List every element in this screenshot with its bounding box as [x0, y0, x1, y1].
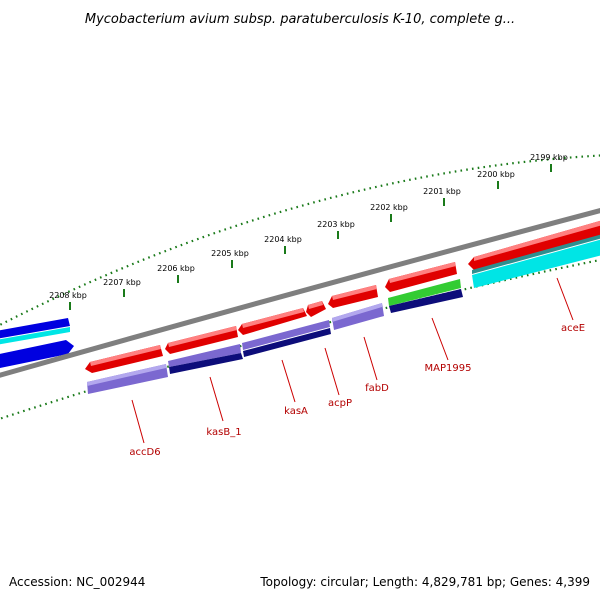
gene-callout-line — [431, 317, 449, 361]
tick-label: 2204 kbp — [264, 235, 302, 244]
major-ticks: 2199 kbp 2200 kbp 2201 kbp 2202 kbp 2203 kbp… — [49, 153, 568, 310]
gene-callout-line — [556, 277, 574, 321]
gene-label-acee[interactable]: aceE — [561, 323, 585, 334]
blue-feature-upper[interactable] — [0, 318, 70, 340]
left-features — [0, 318, 74, 370]
tick-label: 2201 kbp — [423, 187, 461, 196]
gene-callout-line — [131, 399, 145, 444]
green-feature[interactable] — [388, 279, 461, 306]
map-title: Mycobacterium avium subsp. paratuberculo… — [85, 12, 515, 27]
tick-label: 2200 kbp — [477, 170, 515, 179]
gene-labels: aceE MAP1995 fabD acpP kasA kasB_1 accD6 — [129, 277, 585, 458]
kasB_1-cds[interactable] — [169, 353, 243, 374]
map-summary-text: Topology: circular; Length: 4,829,781 bp… — [259, 575, 590, 589]
reverse-cds-upper-kasA[interactable] — [242, 320, 330, 350]
aceE-cds[interactable] — [472, 237, 600, 288]
gene-label-map1995[interactable]: MAP1995 — [425, 363, 472, 374]
reverse-strand-features — [87, 234, 600, 394]
tick-label: 2203 kbp — [317, 220, 355, 229]
MAP1995-cds[interactable] — [389, 289, 463, 313]
gene-callout-line — [209, 376, 224, 422]
inner-tick-ring — [0, 258, 600, 420]
tick-label: 2208 kbp — [49, 291, 87, 300]
accession-text: Accession: NC_002944 — [9, 575, 145, 589]
forward-strand-features — [85, 220, 600, 373]
gene-callout-line — [363, 336, 378, 381]
gene-label-kasb-1[interactable]: kasB_1 — [206, 427, 241, 438]
tick-label: 2207 kbp — [103, 278, 141, 287]
tick-label: 2206 kbp — [157, 264, 195, 273]
cyan-feature-left[interactable] — [0, 327, 70, 346]
gene-label-accd6[interactable]: accD6 — [129, 447, 160, 458]
genome-backbone — [0, 208, 600, 378]
aceE-divider — [472, 234, 600, 274]
tick-label: 2205 kbp — [211, 249, 249, 258]
tick-label: 2202 kbp — [370, 203, 408, 212]
gene-label-kasa[interactable]: kasA — [284, 406, 308, 417]
reverse-cds-upper-kasB[interactable] — [168, 344, 241, 367]
gene-label-fabd[interactable]: fabD — [365, 383, 389, 394]
gene-label-acpp[interactable]: acpP — [328, 398, 352, 409]
gene-callout-line — [281, 359, 296, 403]
blue-feature-lower[interactable] — [0, 340, 74, 370]
reverse-cds-lower-kasA[interactable] — [243, 328, 331, 357]
tick-label: 2199 kbp — [530, 153, 568, 162]
gene-callout-line — [324, 347, 340, 396]
